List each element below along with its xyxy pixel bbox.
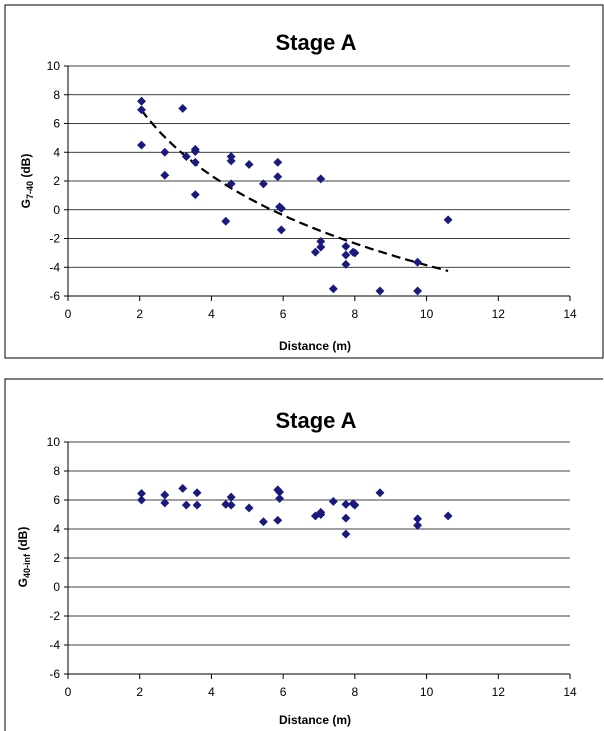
data-point xyxy=(160,490,170,500)
data-point xyxy=(258,179,268,189)
data-point xyxy=(276,225,286,235)
x-tick-label: 2 xyxy=(136,307,143,321)
data-point xyxy=(350,248,360,258)
data-point xyxy=(350,500,360,510)
data-point xyxy=(178,483,188,493)
data-point xyxy=(316,174,326,184)
x-tick-label: 8 xyxy=(352,307,359,321)
data-point xyxy=(341,529,351,539)
data-point xyxy=(341,499,351,509)
data-point xyxy=(443,511,453,521)
data-point xyxy=(226,179,236,189)
data-point xyxy=(273,172,283,182)
y-axis-label: G7-40 (dB) xyxy=(19,154,35,209)
data-point xyxy=(413,257,423,267)
y-tick-label: 2 xyxy=(53,174,60,188)
data-point xyxy=(178,103,188,113)
chart-title: Stage A xyxy=(275,408,356,433)
x-tick-label: 10 xyxy=(420,685,434,699)
data-point xyxy=(136,105,147,115)
chart-g40-inf: Stage A 10 8 6 4 2 0 -2 -4 -6 0 2 4 6 8 10 12 14 Distance … xyxy=(4,378,603,731)
data-point xyxy=(273,515,283,525)
y-tick-label: -6 xyxy=(49,289,60,303)
data-point xyxy=(341,513,351,523)
x-tick-label: 2 xyxy=(136,685,143,699)
data-point xyxy=(181,500,191,510)
data-point xyxy=(276,203,286,213)
y-tick-label: 4 xyxy=(53,522,60,536)
y-tick-label: -4 xyxy=(49,260,60,274)
data-point xyxy=(136,140,147,150)
y-tick-label: 8 xyxy=(53,88,60,102)
y-tick-label: 8 xyxy=(53,464,60,478)
x-tick-label: 10 xyxy=(420,307,434,321)
x-tick-label: 14 xyxy=(563,685,577,699)
chart-frame xyxy=(4,4,604,359)
x-tick-label: 0 xyxy=(65,307,72,321)
x-tick-label: 8 xyxy=(352,685,359,699)
data-point xyxy=(226,500,236,510)
x-tick-label: 4 xyxy=(208,685,215,699)
data-point xyxy=(328,496,338,507)
data-point xyxy=(341,250,351,260)
data-point xyxy=(375,286,385,296)
data-point xyxy=(316,509,326,520)
x-tick-label: 12 xyxy=(492,685,506,699)
x-tick-label: 4 xyxy=(208,307,215,321)
data-point xyxy=(190,190,200,200)
data-point xyxy=(413,520,423,530)
data-point xyxy=(221,216,231,226)
data-point xyxy=(258,517,268,527)
y-tick-label: 6 xyxy=(53,117,60,131)
x-axis-label: Distance (m) xyxy=(279,713,351,727)
y-tick-label: 0 xyxy=(53,203,60,217)
data-point xyxy=(413,286,423,296)
chart-g7-40: Stage A 10 8 6 4 2 0 -2 -4 -6 0 2 4 6 8 10 12 14 Distance … xyxy=(4,4,604,359)
y-tick-label: -2 xyxy=(49,609,60,623)
data-point xyxy=(443,215,453,225)
y-tick-label: 10 xyxy=(47,435,61,449)
data-point xyxy=(192,488,202,498)
y-tick-label: 10 xyxy=(47,59,61,73)
x-axis-label: Distance (m) xyxy=(279,339,351,353)
data-point xyxy=(375,488,385,498)
data-point xyxy=(160,147,170,157)
x-tick-label: 14 xyxy=(563,307,577,321)
data-point xyxy=(192,500,202,510)
data-point xyxy=(328,284,338,294)
data-point xyxy=(244,159,254,170)
y-tick-label: 4 xyxy=(53,145,60,159)
chart-title: Stage A xyxy=(275,30,356,55)
y-tick-label: 2 xyxy=(53,551,60,565)
data-point xyxy=(160,170,170,180)
data-point xyxy=(160,498,170,508)
data-point xyxy=(226,156,236,166)
data-point xyxy=(244,503,254,513)
y-tick-label: 0 xyxy=(53,580,60,594)
y-tick-label: -2 xyxy=(49,232,60,246)
data-point xyxy=(190,157,200,167)
data-point xyxy=(273,157,283,167)
y-axis-label: G40-inf (dB) xyxy=(16,527,32,588)
y-tick-label: -4 xyxy=(49,638,60,652)
data-point xyxy=(316,242,326,252)
y-tick-label: 6 xyxy=(53,493,60,507)
x-tick-label: 6 xyxy=(280,307,287,321)
x-tick-label: 6 xyxy=(280,685,287,699)
x-tick-label: 0 xyxy=(65,685,72,699)
data-point xyxy=(341,259,351,269)
data-point xyxy=(190,146,200,157)
y-tick-label: -6 xyxy=(49,667,60,681)
data-point xyxy=(181,152,191,162)
x-tick-label: 12 xyxy=(492,307,506,321)
data-point xyxy=(275,493,285,504)
data-point xyxy=(221,499,231,509)
data-point xyxy=(310,247,320,257)
data-point xyxy=(136,495,147,505)
chart-frame xyxy=(4,378,603,731)
